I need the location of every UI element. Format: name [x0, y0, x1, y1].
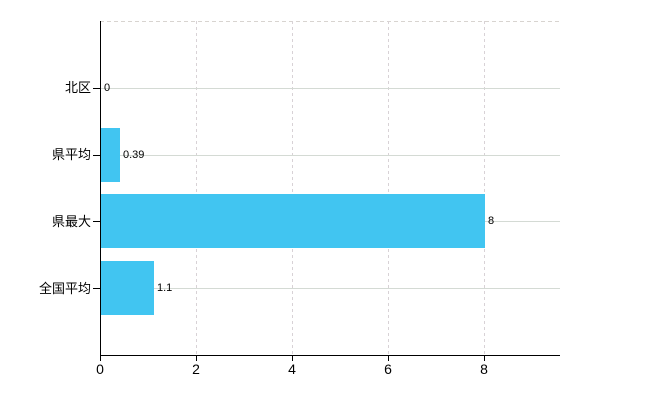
- x-axis-line: [100, 355, 560, 356]
- y-tick: [93, 88, 100, 89]
- x-tick: [196, 355, 197, 361]
- bar: [101, 261, 154, 315]
- category-label: 北区: [64, 80, 91, 95]
- category-label: 県最大: [51, 214, 91, 229]
- value-label: 1.1: [157, 282, 173, 294]
- x-tick-label: 2: [192, 361, 200, 377]
- x-tick: [292, 355, 293, 361]
- x-tick: [100, 355, 101, 361]
- value-label: 8: [488, 215, 495, 227]
- y-axis-line: [100, 21, 101, 355]
- gridline-h: [100, 288, 560, 289]
- x-tick-label: 4: [288, 361, 296, 377]
- value-label: 0.39: [123, 149, 145, 161]
- gridline-h: [100, 88, 560, 89]
- x-tick-label: 6: [384, 361, 392, 377]
- gridline-h: [100, 155, 560, 156]
- gridline-v: [292, 21, 293, 355]
- x-tick-label: 8: [480, 361, 488, 377]
- category-label: 全国平均: [38, 281, 91, 296]
- x-tick: [388, 355, 389, 361]
- x-tick-label: 0: [96, 361, 104, 377]
- y-tick: [93, 155, 100, 156]
- gridline-v: [388, 21, 389, 355]
- gridline-v: [196, 21, 197, 355]
- bar: [101, 194, 485, 248]
- y-tick: [93, 221, 100, 222]
- x-tick: [484, 355, 485, 361]
- plot-top-border: [100, 21, 560, 22]
- category-label: 県平均: [51, 147, 91, 162]
- gridline-v: [484, 21, 485, 355]
- y-tick: [93, 288, 100, 289]
- value-label: 0: [104, 82, 111, 94]
- bar: [101, 128, 120, 182]
